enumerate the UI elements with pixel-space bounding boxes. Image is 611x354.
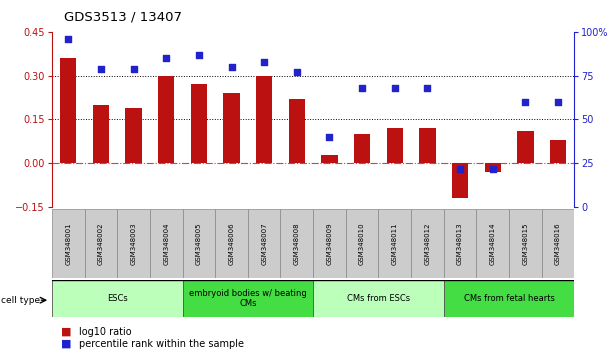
Point [96,66,106,72]
Text: GSM348015: GSM348015 [522,222,529,265]
Point [129,66,139,72]
Bar [354,134,370,163]
Text: GSM348007: GSM348007 [261,222,267,265]
Text: GSM348013: GSM348013 [457,222,463,265]
Bar [419,128,436,163]
Text: GSM348016: GSM348016 [555,222,561,265]
Bar [248,209,280,278]
Point [553,99,563,105]
Text: GSM348010: GSM348010 [359,222,365,265]
Text: GSM348011: GSM348011 [392,222,398,265]
Text: ■: ■ [61,327,71,337]
Bar [215,209,248,278]
Text: GSM348012: GSM348012 [425,222,430,265]
Text: GDS3513 / 13407: GDS3513 / 13407 [64,11,182,24]
Bar [125,108,142,163]
Bar [280,209,313,278]
Bar [150,209,183,278]
Bar [256,76,273,163]
Text: CMs from ESCs: CMs from ESCs [347,294,410,303]
Bar [550,140,566,163]
Text: GSM348009: GSM348009 [326,222,332,265]
Text: cell type: cell type [1,296,40,305]
Text: GSM348002: GSM348002 [98,222,104,265]
Text: GSM348006: GSM348006 [229,222,235,265]
Point [161,55,171,61]
Point [324,134,334,140]
Bar [224,93,240,163]
Bar [183,280,313,317]
Bar [93,105,109,163]
Point [194,52,203,57]
Bar [158,76,174,163]
Bar [321,154,338,163]
Point [64,36,73,42]
Point [259,59,269,64]
Point [357,85,367,91]
Point [292,69,302,75]
Text: log10 ratio: log10 ratio [79,327,132,337]
Bar [411,209,444,278]
Bar [452,163,468,198]
Bar [444,280,574,317]
Bar [288,99,305,163]
Bar [52,209,84,278]
Text: GSM348004: GSM348004 [163,222,169,265]
Text: ESCs: ESCs [107,294,128,303]
Point [488,166,497,171]
Point [227,64,236,70]
Text: embryoid bodies w/ beating
CMs: embryoid bodies w/ beating CMs [189,289,307,308]
Bar [52,280,183,317]
Bar [60,58,76,163]
Text: CMs from fetal hearts: CMs from fetal hearts [464,294,554,303]
Bar [313,209,346,278]
Text: ■: ■ [61,339,71,349]
Text: GSM348005: GSM348005 [196,222,202,265]
Bar [387,128,403,163]
Bar [183,209,215,278]
Text: GSM348008: GSM348008 [294,222,300,265]
Point [455,166,465,171]
Bar [485,163,501,172]
Bar [477,209,509,278]
Point [390,85,400,91]
Bar [117,209,150,278]
Bar [378,209,411,278]
Bar [517,131,533,163]
Bar [444,209,477,278]
Bar [542,209,574,278]
Text: GSM348014: GSM348014 [489,222,496,265]
Text: GSM348001: GSM348001 [65,222,71,265]
Bar [84,209,117,278]
Point [521,99,530,105]
Bar [509,209,542,278]
Bar [191,84,207,163]
Point [423,85,433,91]
Text: percentile rank within the sample: percentile rank within the sample [79,339,244,349]
Bar [346,209,378,278]
Bar [313,280,444,317]
Text: GSM348003: GSM348003 [131,222,137,265]
